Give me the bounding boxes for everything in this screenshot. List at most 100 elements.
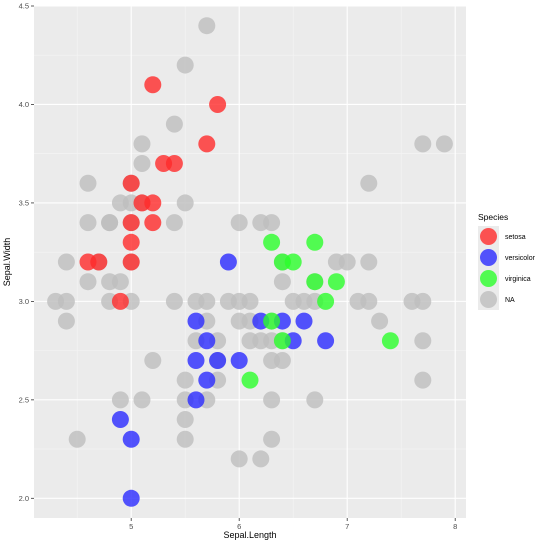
data-point-versicolor — [295, 312, 313, 330]
x-axis-title: Sepal.Length — [223, 530, 276, 540]
data-point-na — [133, 155, 151, 173]
axis-layer: 5 6 7 8 2.0 2.5 3.0 3.5 4.0 4.5 — [19, 2, 458, 532]
data-point-na — [79, 273, 97, 291]
data-point-virginica — [381, 332, 399, 350]
data-point-na — [133, 135, 151, 153]
data-point-na — [414, 135, 432, 153]
data-point-setosa — [122, 174, 140, 192]
data-point-virginica — [306, 273, 324, 291]
data-point-versicolor — [219, 253, 237, 271]
data-point-na — [360, 174, 378, 192]
data-point-setosa — [144, 76, 162, 94]
y-tick-label: 4.0 — [19, 100, 29, 109]
data-point-virginica — [241, 371, 259, 389]
data-point-setosa — [122, 253, 140, 271]
data-point-na — [306, 391, 324, 409]
data-point-setosa — [122, 214, 140, 232]
data-point-versicolor — [198, 332, 216, 350]
data-point-virginica — [327, 273, 345, 291]
legend-key-virginica — [480, 270, 497, 287]
legend: Species setosa versicolor virginica NA — [478, 212, 536, 310]
data-point-na — [414, 292, 432, 310]
data-point-na — [241, 292, 259, 310]
data-point-na — [176, 430, 194, 448]
legend-key-versicolor — [480, 249, 497, 266]
data-point-versicolor — [317, 332, 335, 350]
data-point-na — [263, 391, 281, 409]
data-point-na — [230, 450, 248, 468]
data-point-virginica — [263, 233, 281, 251]
data-point-versicolor — [187, 391, 205, 409]
data-point-na — [165, 292, 183, 310]
x-tick-label: 7 — [345, 522, 349, 531]
legend-label-virginica: virginica — [505, 276, 531, 283]
data-point-setosa — [90, 253, 108, 271]
y-tick-label: 2.5 — [19, 395, 29, 404]
legend-key-na — [480, 291, 497, 308]
y-axis-title: Sepal.Width — [2, 238, 12, 287]
data-point-setosa — [198, 135, 216, 153]
data-point-na — [414, 332, 432, 350]
data-point-versicolor — [209, 351, 227, 369]
data-point-na — [273, 351, 291, 369]
data-point-na — [111, 391, 129, 409]
data-point-versicolor — [230, 351, 248, 369]
data-point-versicolor — [187, 351, 205, 369]
data-point-versicolor — [187, 312, 205, 330]
legend-label-na: NA — [505, 297, 515, 304]
data-point-na — [57, 312, 75, 330]
data-point-versicolor — [122, 430, 140, 448]
legend-key-setosa — [480, 228, 497, 245]
legend-label-setosa: setosa — [505, 234, 526, 241]
data-point-na — [198, 292, 216, 310]
points-layer — [47, 17, 453, 507]
data-point-na — [360, 253, 378, 271]
data-point-na — [176, 371, 194, 389]
data-point-na — [263, 430, 281, 448]
y-tick-label: 3.0 — [19, 297, 29, 306]
data-point-setosa — [144, 194, 162, 212]
data-point-na — [198, 17, 216, 35]
y-tick-label: 2.0 — [19, 494, 29, 503]
data-point-na — [111, 273, 129, 291]
data-point-versicolor — [198, 371, 216, 389]
y-tick-label: 4.5 — [19, 2, 29, 11]
data-point-na — [414, 371, 432, 389]
data-point-setosa — [122, 233, 140, 251]
data-point-na — [176, 194, 194, 212]
data-point-na — [57, 292, 75, 310]
data-point-virginica — [284, 253, 302, 271]
data-point-versicolor — [122, 489, 140, 507]
data-point-na — [101, 214, 119, 232]
data-point-na — [144, 351, 162, 369]
x-tick-label: 6 — [237, 522, 241, 531]
data-point-na — [176, 411, 194, 429]
data-point-na — [360, 292, 378, 310]
legend-label-versicolor: versicolor — [505, 255, 536, 262]
legend-title: Species — [478, 212, 508, 222]
data-point-na — [273, 273, 291, 291]
data-point-virginica — [273, 332, 291, 350]
data-point-setosa — [144, 214, 162, 232]
data-point-na — [252, 450, 270, 468]
y-tick-label: 3.5 — [19, 198, 29, 207]
data-point-na — [338, 253, 356, 271]
data-point-setosa — [209, 95, 227, 113]
data-point-na — [230, 214, 248, 232]
x-tick-label: 8 — [453, 522, 457, 531]
data-point-na — [435, 135, 453, 153]
data-point-na — [165, 115, 183, 133]
data-point-versicolor — [111, 411, 129, 429]
data-point-setosa — [111, 292, 129, 310]
data-point-na — [176, 56, 194, 74]
data-point-na — [79, 214, 97, 232]
x-tick-label: 5 — [129, 522, 133, 531]
data-point-na — [79, 174, 97, 192]
data-point-na — [133, 391, 151, 409]
data-point-virginica — [263, 312, 281, 330]
data-point-setosa — [165, 155, 183, 173]
data-point-na — [371, 312, 389, 330]
data-point-na — [263, 214, 281, 232]
data-point-na — [68, 430, 86, 448]
